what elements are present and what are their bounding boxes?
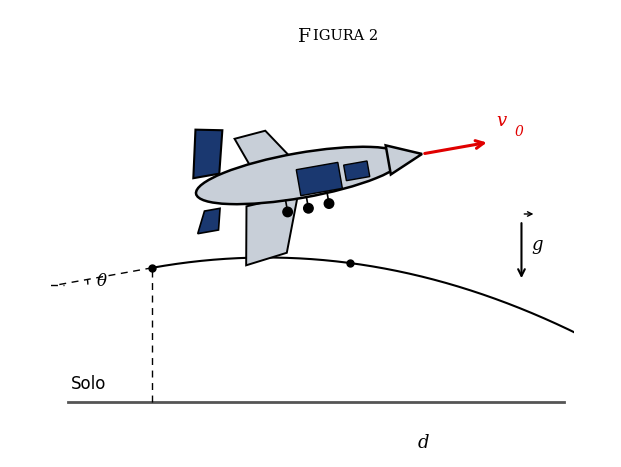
Polygon shape (197, 208, 220, 234)
Circle shape (304, 204, 313, 213)
Text: g: g (531, 236, 543, 255)
Text: v: v (496, 113, 506, 130)
Polygon shape (235, 131, 291, 165)
Text: θ: θ (97, 273, 107, 290)
Polygon shape (193, 130, 222, 178)
Text: d: d (418, 434, 429, 452)
Polygon shape (343, 161, 369, 181)
Text: F: F (297, 28, 310, 46)
Text: Solo: Solo (71, 375, 106, 393)
Ellipse shape (196, 147, 404, 204)
Polygon shape (246, 195, 298, 265)
Polygon shape (296, 163, 342, 196)
Circle shape (283, 207, 292, 217)
Circle shape (324, 199, 333, 208)
Text: 0: 0 (515, 126, 524, 140)
Polygon shape (386, 145, 422, 175)
Text: IGURA 2: IGURA 2 (313, 29, 378, 43)
